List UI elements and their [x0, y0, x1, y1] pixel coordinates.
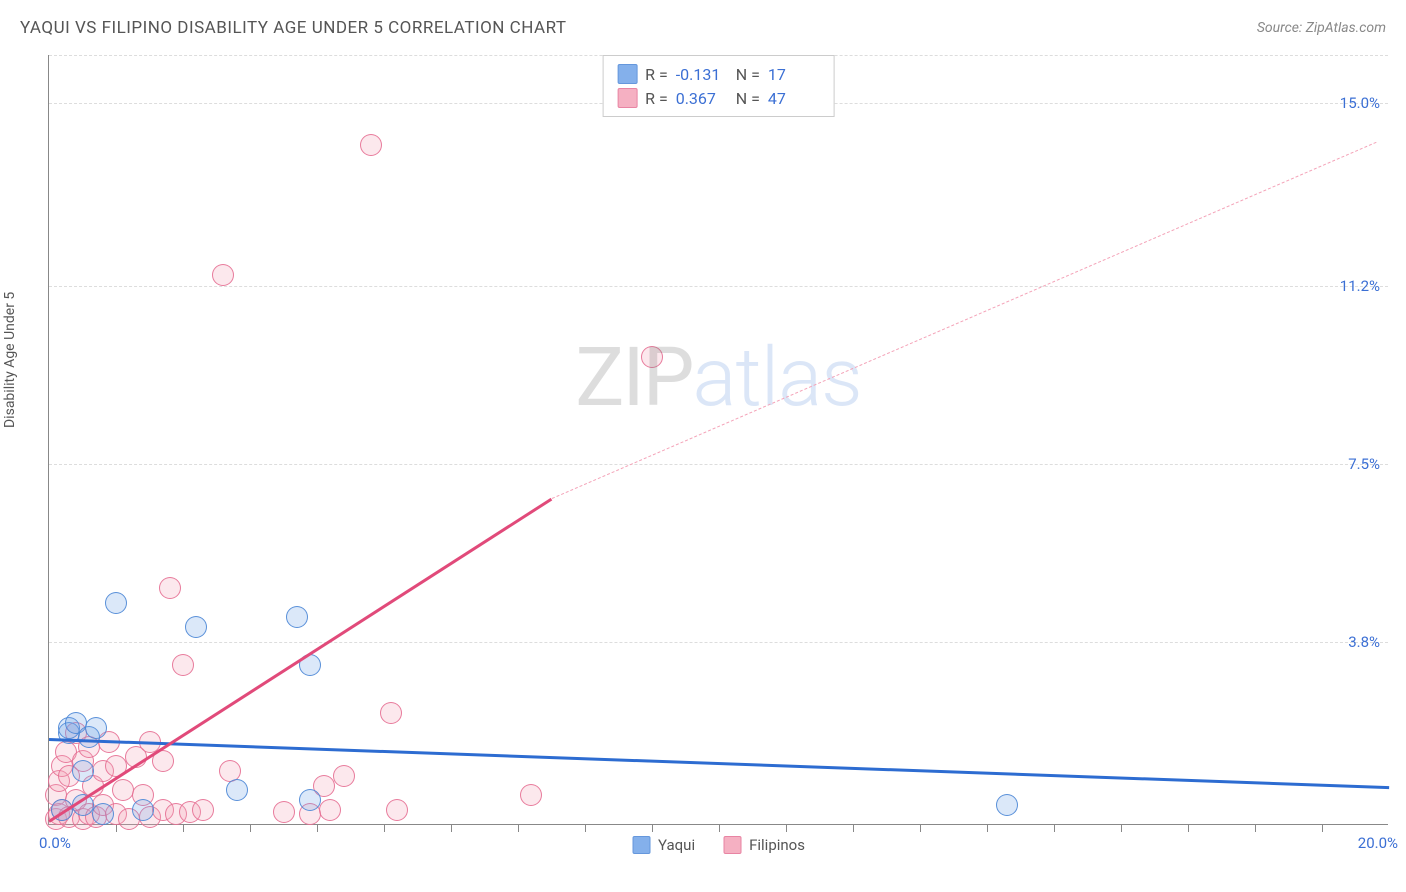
r-label: R =: [645, 65, 668, 84]
x-tick: [1121, 824, 1122, 832]
legend-item-filipinos[interactable]: Filipinos: [723, 836, 805, 854]
r-label: R =: [645, 89, 668, 108]
x-tick: [250, 824, 251, 832]
y-tick-label: 11.2%: [1340, 277, 1380, 295]
stats-row-yaqui: R = -0.131 N = 17: [617, 62, 820, 86]
watermark-atlas: atlas: [692, 330, 861, 426]
x-min-label: 0.0%: [39, 834, 71, 852]
gridline: [49, 642, 1388, 643]
x-tick: [518, 824, 519, 832]
x-tick: [1054, 824, 1055, 832]
r-value-yaqui: -0.131: [676, 65, 728, 84]
filipinos-point[interactable]: [380, 702, 402, 724]
yaqui-point[interactable]: [299, 789, 321, 811]
y-tick-label: 3.8%: [1348, 633, 1380, 651]
x-tick: [719, 824, 720, 832]
watermark-zip: ZIP: [575, 330, 692, 426]
filipinos-point[interactable]: [386, 799, 408, 821]
x-tick: [652, 824, 653, 832]
x-tick: [987, 824, 988, 832]
x-tick: [585, 824, 586, 832]
filipinos-point[interactable]: [212, 264, 234, 286]
filipinos-point[interactable]: [520, 784, 542, 806]
filipinos-point[interactable]: [360, 134, 382, 156]
gridline: [49, 286, 1388, 287]
watermark: ZIPatlas: [575, 330, 861, 426]
chart-title: YAQUI VS FILIPINO DISABILITY AGE UNDER 5…: [20, 18, 567, 38]
filipinos-point[interactable]: [333, 765, 355, 787]
legend-label-yaqui: Yaqui: [658, 836, 695, 854]
filipinos-point[interactable]: [641, 346, 663, 368]
y-tick-label: 15.0%: [1340, 94, 1380, 112]
y-axis-label: Disability Age Under 5: [2, 292, 18, 428]
n-label: N =: [736, 89, 760, 108]
x-tick: [1322, 824, 1323, 832]
yaqui-point[interactable]: [132, 799, 154, 821]
x-max-label: 20.0%: [1358, 834, 1398, 852]
stats-row-filipinos: R = 0.367 N = 47: [617, 86, 820, 110]
yaqui-point[interactable]: [286, 606, 308, 628]
filipinos-point[interactable]: [112, 779, 134, 801]
yaqui-point[interactable]: [85, 717, 107, 739]
x-tick: [1188, 824, 1189, 832]
filipinos-point[interactable]: [172, 654, 194, 676]
filipinos-point[interactable]: [273, 801, 295, 823]
swatch-filipinos: [723, 836, 741, 854]
yaqui-point[interactable]: [92, 803, 114, 825]
x-tick: [853, 824, 854, 832]
filipinos-point[interactable]: [159, 577, 181, 599]
bottom-legend: Yaqui Filipinos: [632, 836, 805, 854]
yaqui-point[interactable]: [72, 760, 94, 782]
n-value-filipinos: 47: [768, 89, 820, 108]
trend-line: [551, 142, 1375, 499]
y-tick-label: 7.5%: [1348, 455, 1380, 473]
filipinos-point[interactable]: [319, 799, 341, 821]
x-tick: [920, 824, 921, 832]
filipinos-point[interactable]: [192, 799, 214, 821]
swatch-yaqui: [632, 836, 650, 854]
source-attribution: Source: ZipAtlas.com: [1257, 20, 1386, 36]
x-tick: [786, 824, 787, 832]
x-tick: [317, 824, 318, 832]
x-tick: [451, 824, 452, 832]
r-value-filipinos: 0.367: [676, 89, 728, 108]
n-label: N =: [736, 65, 760, 84]
n-value-yaqui: 17: [768, 65, 820, 84]
gridline: [49, 464, 1388, 465]
yaqui-point[interactable]: [226, 779, 248, 801]
x-tick: [384, 824, 385, 832]
trend-line: [49, 738, 1389, 789]
x-tick: [183, 824, 184, 832]
yaqui-point[interactable]: [185, 616, 207, 638]
swatch-yaqui: [617, 64, 637, 84]
correlation-stats-box: R = -0.131 N = 17 R = 0.367 N = 47: [602, 55, 835, 117]
legend-label-filipinos: Filipinos: [749, 836, 805, 854]
legend-item-yaqui[interactable]: Yaqui: [632, 836, 695, 854]
scatter-plot: ZIPatlas R = -0.131 N = 17 R = 0.367 N =…: [48, 55, 1388, 825]
yaqui-point[interactable]: [105, 592, 127, 614]
x-tick: [1255, 824, 1256, 832]
yaqui-point[interactable]: [996, 794, 1018, 816]
trend-line: [48, 498, 552, 823]
swatch-filipinos: [617, 88, 637, 108]
